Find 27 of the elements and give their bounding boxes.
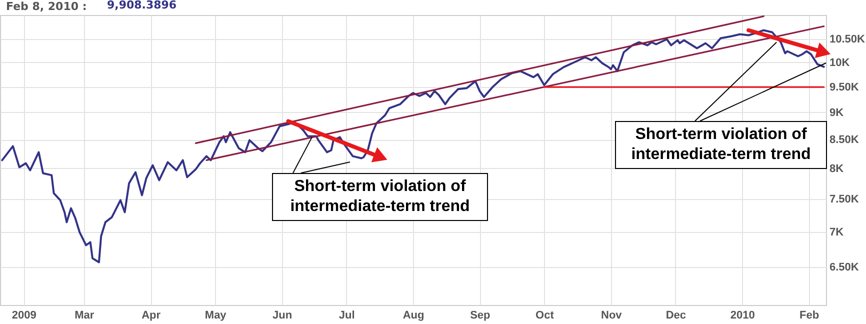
x-tick-label: Sep — [470, 310, 491, 322]
x-tick-label: Aug — [402, 310, 424, 322]
x-tick-label: Nov — [601, 310, 623, 322]
x-tick-label: Jul — [338, 310, 355, 322]
x-tick-label: Oct — [536, 310, 554, 322]
y-tick-label: 8K — [830, 162, 844, 175]
y-tick-label: 9K — [830, 106, 844, 119]
annotation: Short-term violation of intermediate-term trend — [272, 173, 488, 221]
x-tick-label: 2009 — [12, 310, 36, 322]
y-tick-label: 7K — [830, 226, 844, 238]
x-tick-label: May — [204, 310, 228, 322]
x-tick-label: Dec — [666, 310, 686, 322]
y-tick-label: 6.50K — [830, 261, 859, 274]
y-tick-label: 7.50K — [830, 194, 859, 206]
y-tick-label: 8.50K — [830, 134, 859, 146]
annotation: Short-term violation of intermediate-term trend — [615, 121, 827, 169]
y-tick-label: 10K — [830, 56, 850, 69]
x-tick-label: Feb — [800, 310, 820, 322]
x-tick-label: Apr — [142, 310, 162, 322]
y-tick-label: 10.50K — [830, 34, 866, 46]
x-tick-label: Mar — [74, 310, 95, 322]
text: 9,908.3896 — [107, 0, 177, 12]
line-series — [1, 29, 825, 264]
x-tick-label: Jun — [272, 310, 292, 322]
chart-title: Feb 8, 2010 : — [6, 0, 87, 14]
x-tick-label: 2010 — [730, 310, 755, 322]
y-tick-label: 9.50K — [830, 81, 859, 94]
